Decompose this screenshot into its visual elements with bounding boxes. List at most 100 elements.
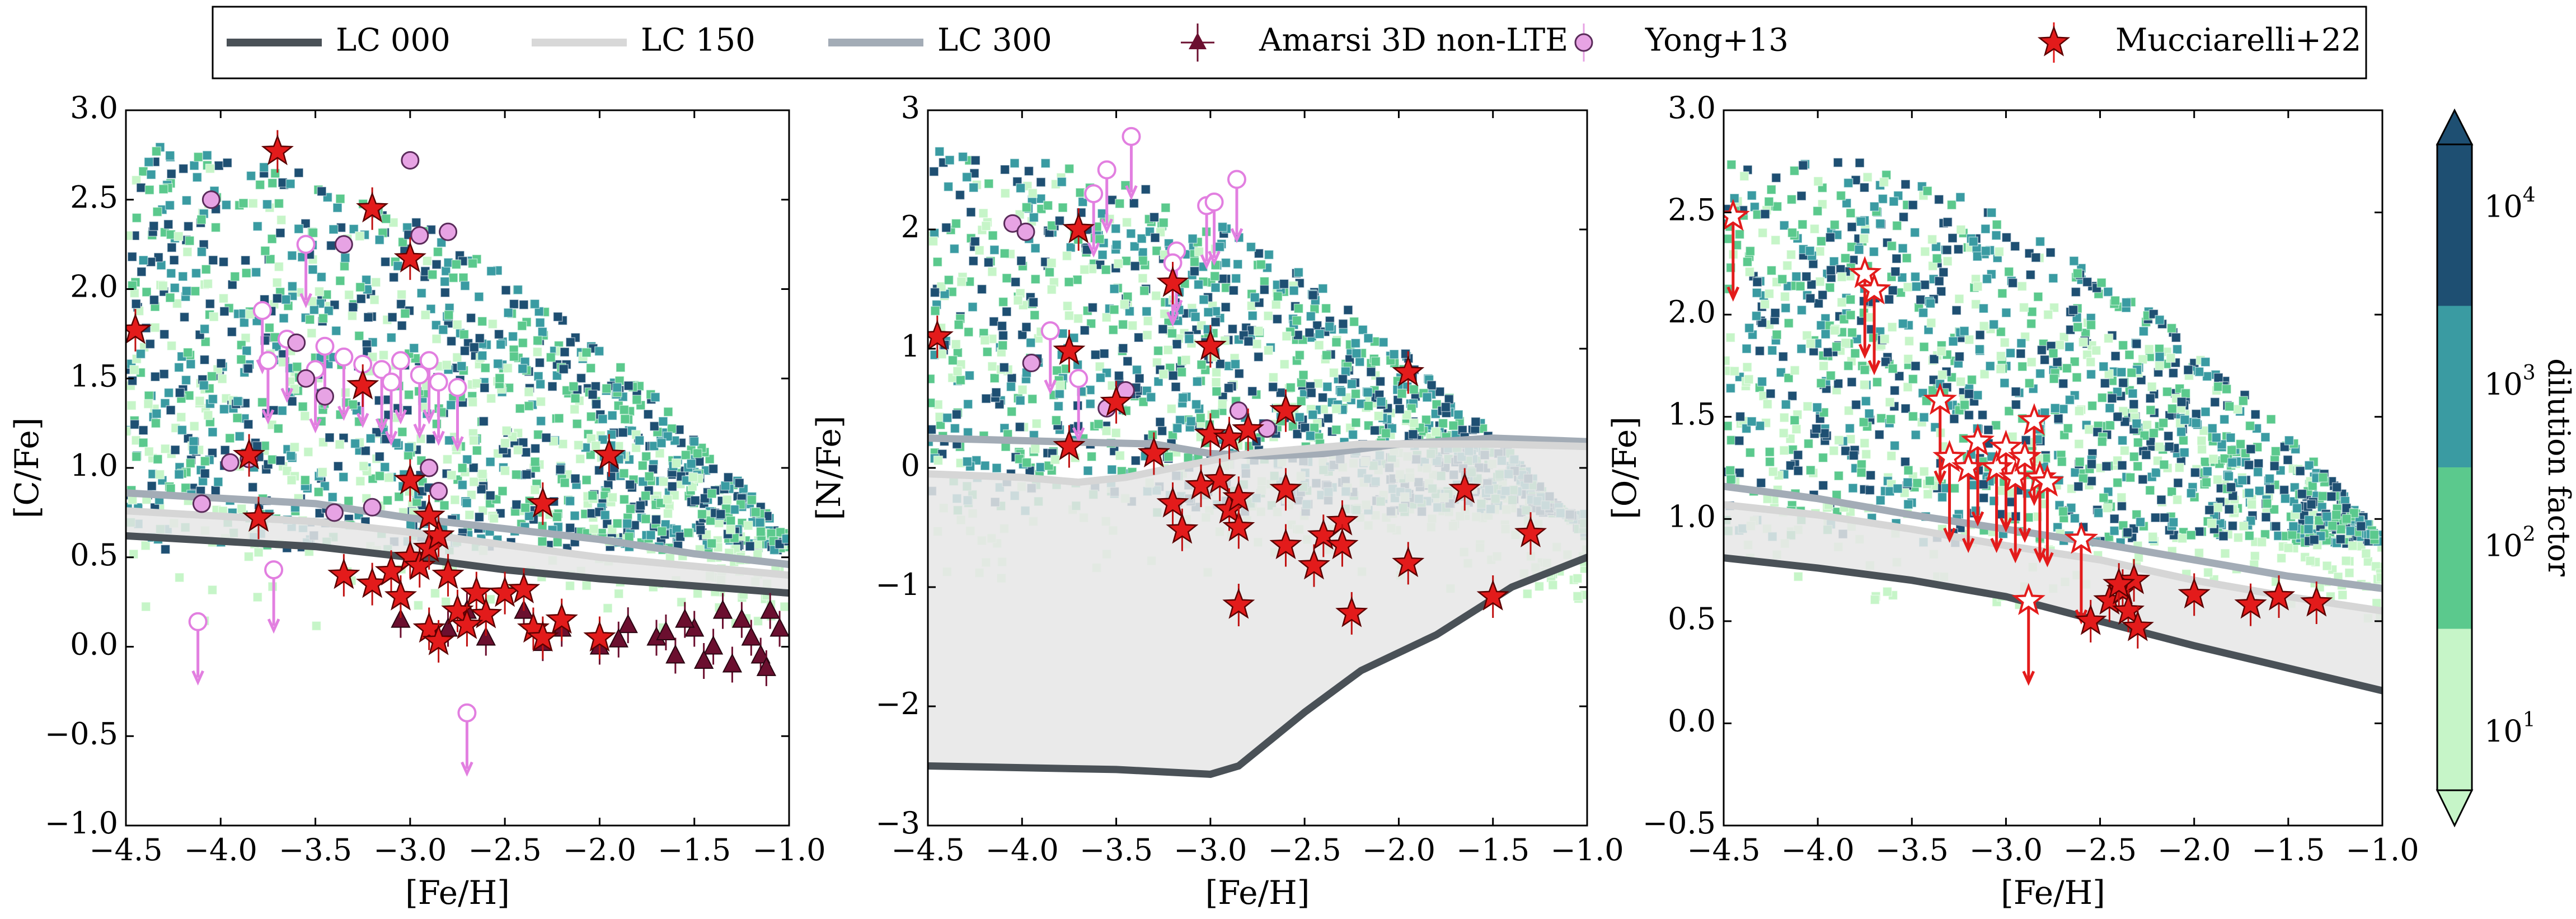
model-point	[2194, 548, 2204, 558]
model-point	[307, 328, 317, 338]
model-point	[2163, 431, 2174, 441]
model-point	[930, 287, 940, 298]
mucciarelli-limit-arrowhead	[1858, 344, 1871, 359]
model-point	[1122, 217, 1132, 228]
model-point	[1959, 326, 1969, 336]
model-point	[933, 455, 944, 466]
model-point	[2073, 481, 2084, 492]
model-point	[1264, 250, 1274, 260]
mucciarelli-point	[545, 603, 578, 634]
model-point	[649, 421, 660, 432]
model-point	[1115, 451, 1125, 461]
model-point	[150, 372, 161, 382]
x-tick-label: −4.0	[184, 832, 257, 868]
model-point	[1389, 349, 1399, 359]
mucciarelli-point	[2112, 594, 2145, 625]
model-point	[160, 444, 171, 454]
model-point	[1259, 284, 1270, 295]
model-point	[1908, 200, 1918, 210]
model-point	[438, 325, 448, 335]
model-point	[1885, 414, 1896, 424]
model-point	[1964, 410, 1974, 420]
model-point	[430, 588, 440, 598]
model-point	[236, 354, 246, 365]
model-point	[1847, 222, 1857, 232]
model-point	[404, 442, 414, 453]
model-point	[1912, 478, 1922, 488]
model-point	[1054, 215, 1065, 226]
model-point	[1317, 392, 1328, 403]
model-point	[1363, 401, 1374, 411]
model-point	[2085, 357, 2096, 367]
model-point	[2159, 513, 2170, 523]
model-point	[1212, 386, 1222, 397]
model-point	[1898, 212, 1909, 222]
model-point	[1771, 172, 1781, 183]
model-point	[1306, 388, 1317, 398]
model-point	[2070, 513, 2080, 523]
model-point	[1123, 356, 1133, 367]
model-point	[1211, 367, 1222, 377]
model-point	[1734, 229, 1745, 240]
model-point	[1986, 208, 1997, 218]
model-point	[2203, 568, 2213, 578]
amarsi-point	[741, 626, 761, 646]
model-point	[1833, 378, 1843, 389]
model-point	[2117, 501, 2127, 511]
yong-limit-arrowhead	[413, 423, 426, 439]
model-point	[1031, 419, 1042, 429]
model-point	[1864, 409, 1874, 419]
model-point	[294, 224, 304, 234]
model-point	[612, 518, 623, 529]
yong-point	[420, 458, 439, 477]
model-point	[1095, 234, 1105, 245]
model-point	[1572, 573, 1583, 584]
mucciarelli-point	[2074, 604, 2107, 635]
model-point	[1764, 289, 1775, 299]
lc300-line	[928, 434, 1587, 460]
model-point	[2091, 345, 2101, 355]
model-point	[355, 476, 365, 486]
model-point	[2270, 446, 2281, 457]
model-point	[1094, 419, 1104, 429]
model-point	[1002, 273, 1012, 283]
mucciarelli-point	[507, 572, 541, 603]
model-point	[1803, 401, 1813, 411]
model-point	[974, 245, 984, 256]
model-point	[1791, 271, 1801, 282]
yong-limit-arrowhead	[1208, 250, 1221, 266]
model-point	[1227, 324, 1238, 334]
model-point	[2262, 498, 2272, 509]
model-point	[2086, 369, 2096, 379]
model-point	[1854, 245, 1864, 255]
model-point	[1845, 294, 1856, 304]
x-tick-label: −4.5	[1687, 832, 1760, 868]
lc000-line	[1724, 554, 2382, 695]
y-tick-label: −1	[875, 567, 920, 602]
yong-limit-arrowhead	[337, 405, 350, 421]
model-point	[1305, 430, 1316, 441]
model-point	[159, 329, 170, 340]
model-point	[485, 457, 495, 467]
model-point	[1306, 311, 1316, 321]
model-point	[190, 286, 200, 296]
mucciarelli-point	[928, 320, 954, 351]
model-point	[1816, 236, 1827, 246]
model-point	[393, 261, 403, 271]
model-point	[1055, 380, 1066, 391]
y-tick-label: 3	[901, 90, 920, 125]
model-point	[1939, 267, 1949, 278]
model-point	[1831, 341, 1842, 352]
model-point	[170, 283, 180, 293]
model-point	[1244, 336, 1254, 346]
model-point	[2356, 521, 2366, 532]
model-point	[2001, 307, 2011, 318]
model-point	[131, 299, 141, 309]
model-point	[462, 498, 472, 508]
model-point	[1878, 194, 1888, 204]
model-point	[2200, 357, 2211, 367]
model-point	[173, 231, 184, 242]
model-point	[1865, 470, 1876, 480]
yong-point	[220, 453, 240, 472]
model-point	[2016, 349, 2026, 359]
